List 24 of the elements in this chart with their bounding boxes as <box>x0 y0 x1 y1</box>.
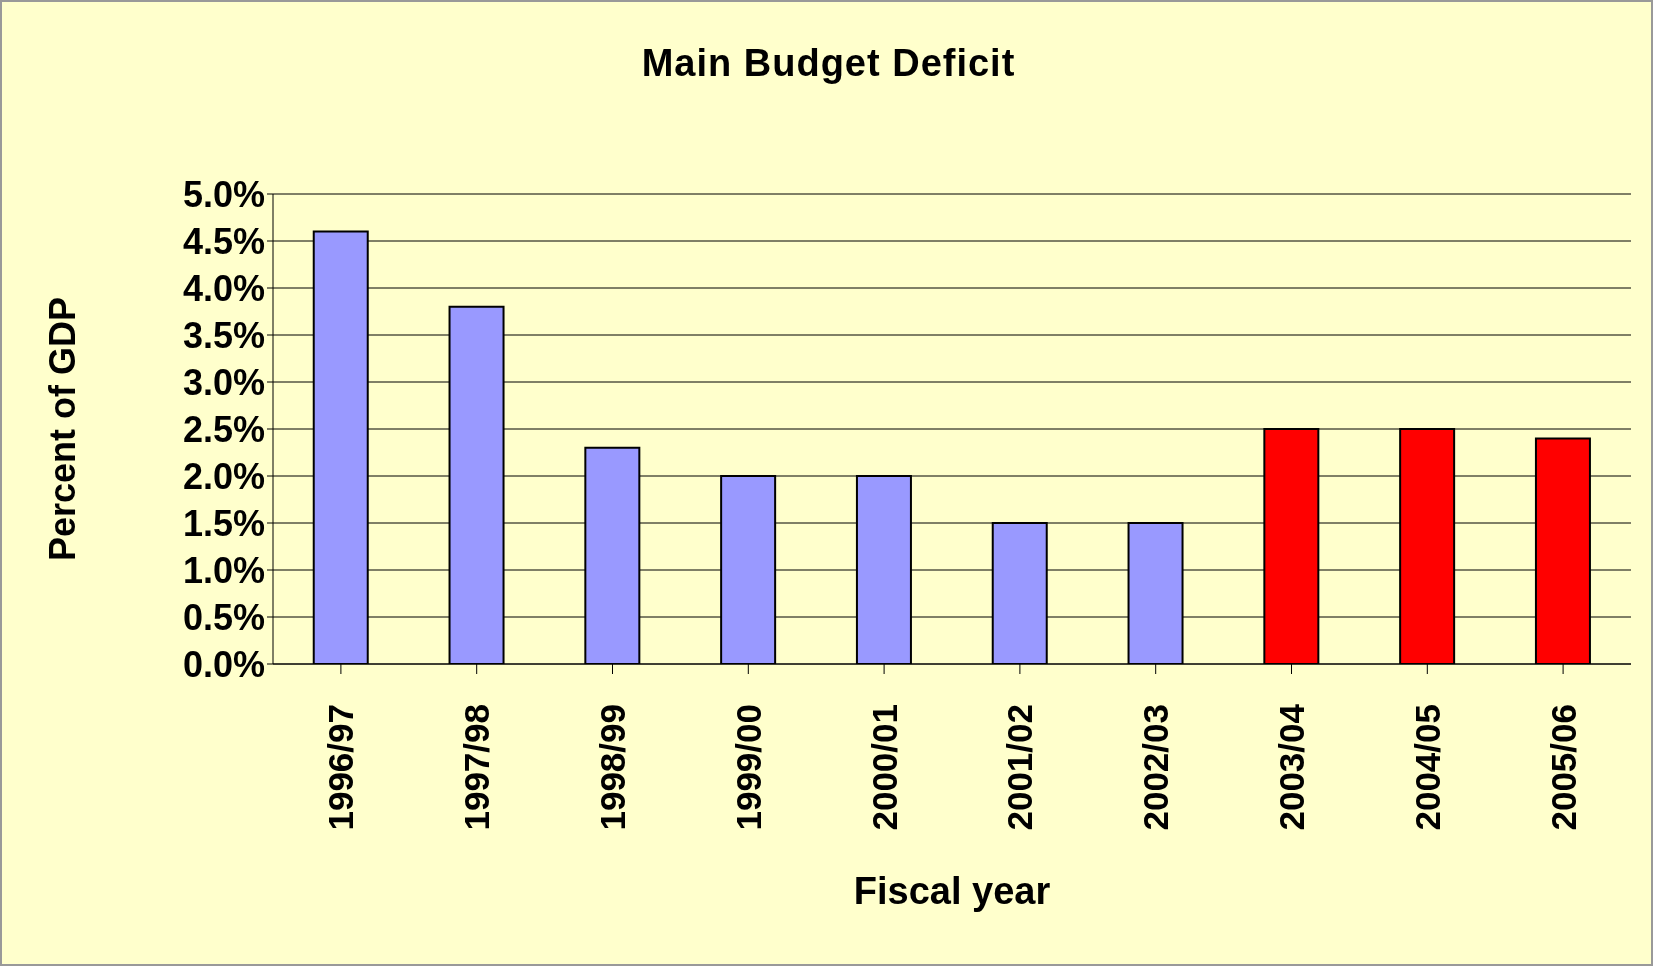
y-axis-title: Percent of GDP <box>41 296 83 562</box>
x-tick-label: 2004/05 <box>1407 704 1447 831</box>
y-tick-label: 4.0% <box>182 267 265 309</box>
x-tick-label: 1999/00 <box>728 704 768 831</box>
y-tick-label: 3.5% <box>182 314 265 356</box>
x-tick-label: 2001/02 <box>1000 704 1040 831</box>
x-tick-label: 1997/98 <box>457 704 497 831</box>
x-tick-label: 2003/04 <box>1272 703 1311 831</box>
y-tick-label: 4.5% <box>182 220 265 262</box>
x-tick-label: 2005/06 <box>1543 704 1583 831</box>
y-tick-label: 2.0% <box>182 455 265 497</box>
y-tick-label: 3.0% <box>182 361 265 403</box>
y-tick-label: 1.5% <box>182 502 265 544</box>
chart-title: Main Budget Deficit <box>640 42 1017 85</box>
x-tick-label: 2000/01 <box>864 704 904 831</box>
y-tick-label: 1.0% <box>182 549 265 591</box>
y-tick-label: 5.0% <box>182 173 265 215</box>
y-tick-label: 0.5% <box>182 596 265 638</box>
y-tick-label: 2.5% <box>182 408 265 450</box>
y-tick-label: 0.0% <box>182 643 265 685</box>
x-tick-label: 1998/99 <box>593 704 632 831</box>
x-axis-title: Fiscal year <box>853 870 1051 912</box>
x-tick-label: 2002/03 <box>1136 704 1176 831</box>
x-tick-label: 1996/97 <box>321 704 361 831</box>
